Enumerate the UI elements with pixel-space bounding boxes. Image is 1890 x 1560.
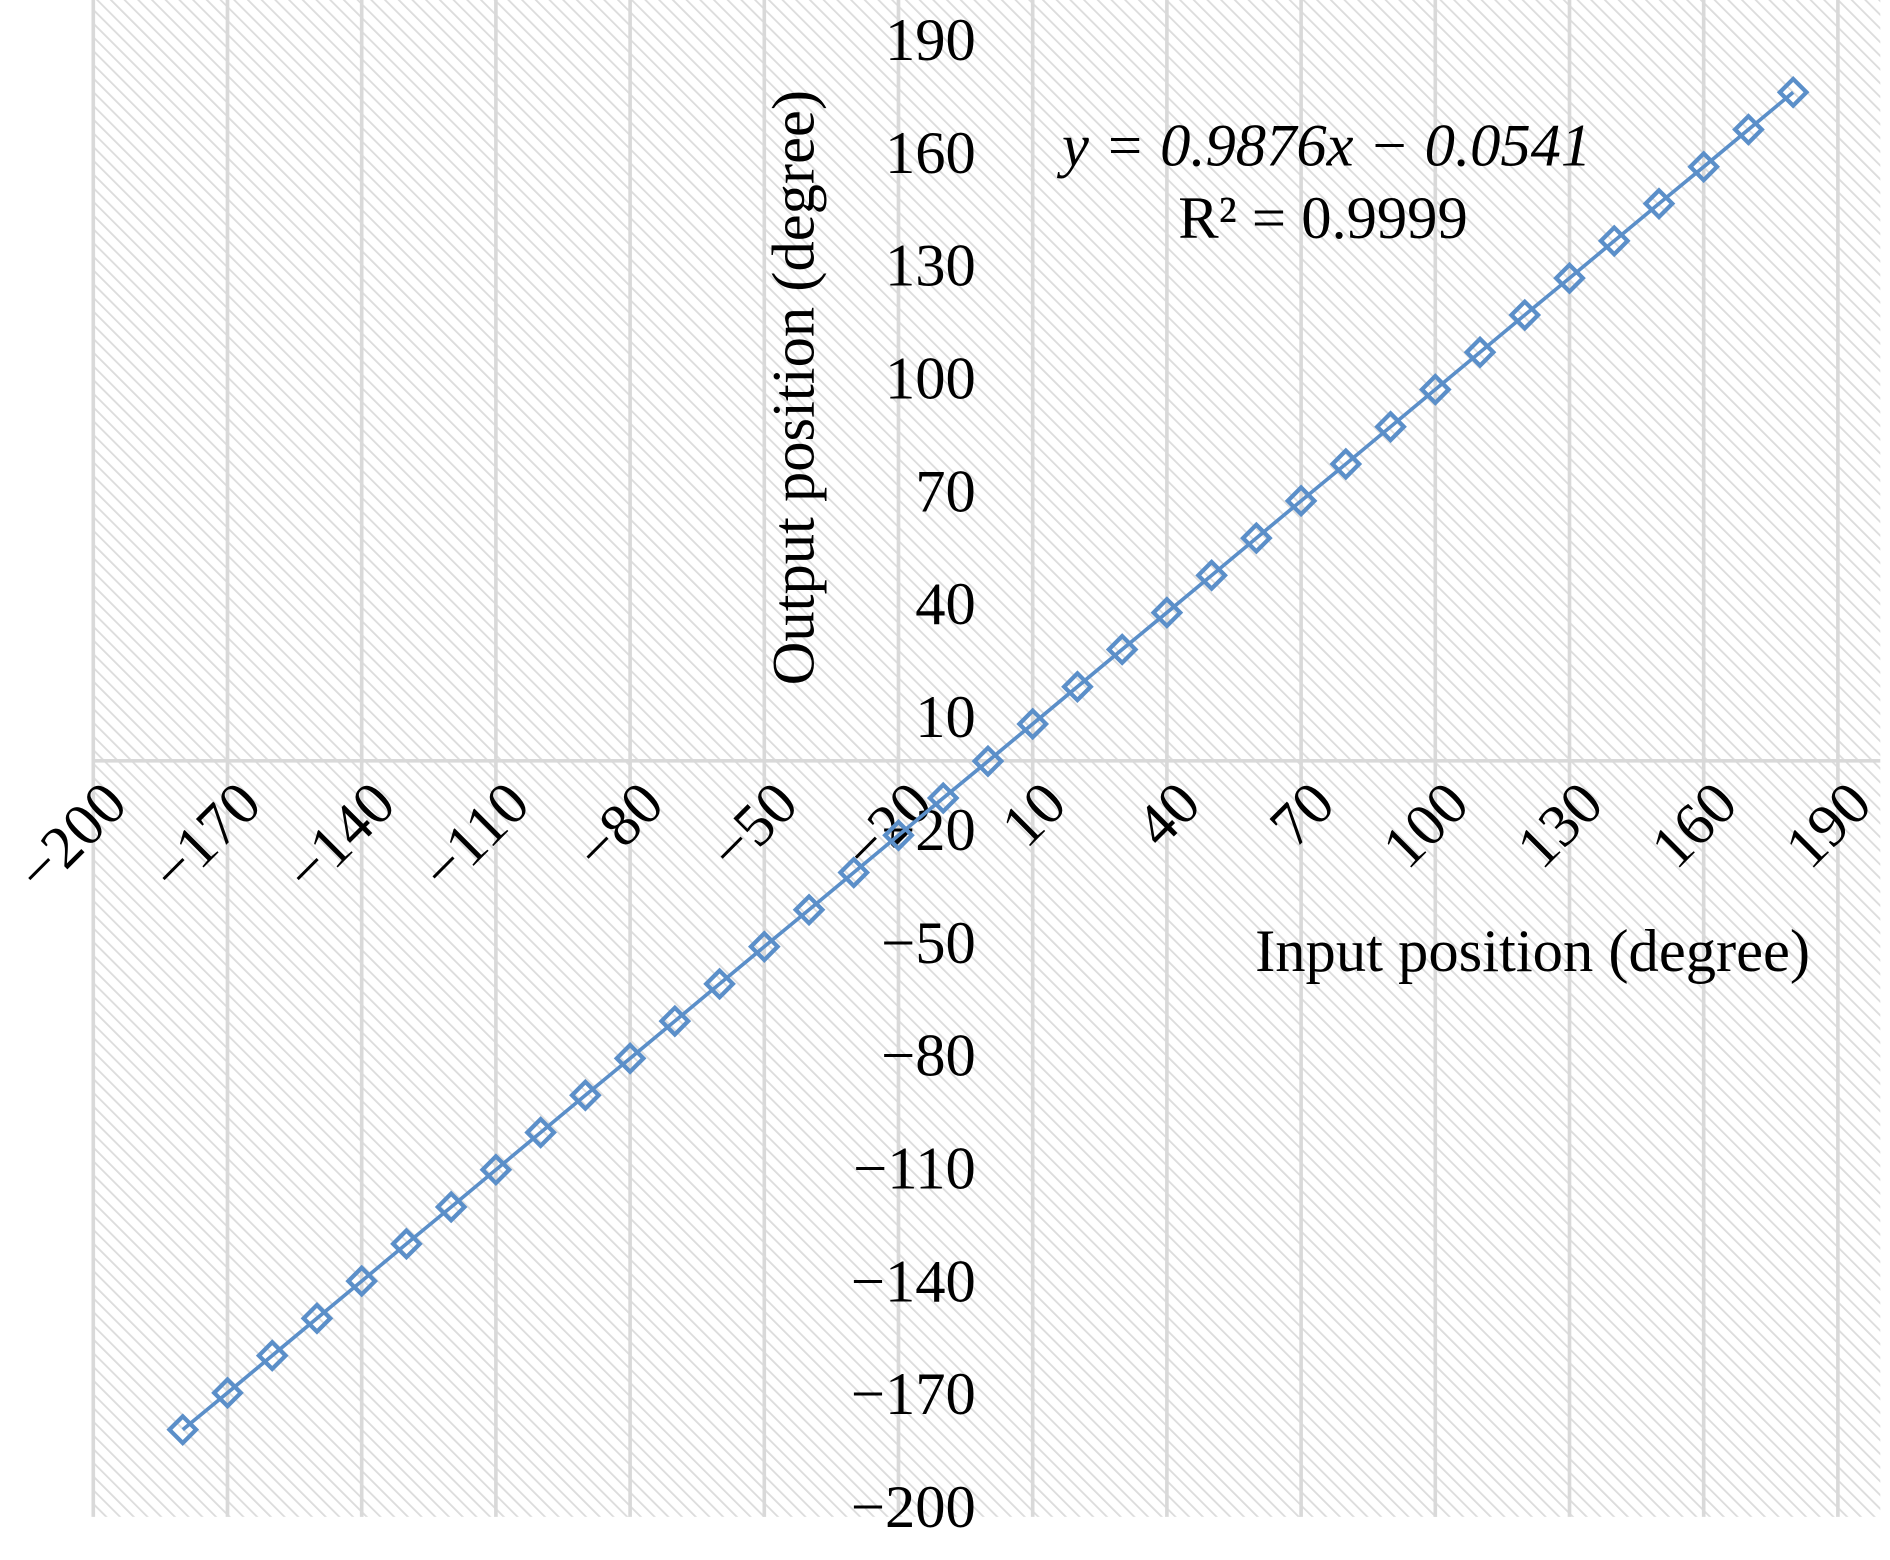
marker <box>837 856 871 889</box>
y-tick-label: −200 <box>851 1474 976 1541</box>
y-tick-label: 190 <box>885 7 976 74</box>
marker <box>1776 75 1810 109</box>
marker <box>1150 596 1184 629</box>
marker <box>1418 373 1452 406</box>
marker <box>1597 224 1631 258</box>
marker <box>1016 707 1050 741</box>
marker <box>1553 261 1586 295</box>
marker <box>1463 335 1497 369</box>
marker <box>1687 150 1721 184</box>
marker <box>792 893 826 927</box>
marker <box>255 1339 289 1372</box>
marker <box>1195 559 1228 592</box>
marker <box>390 1227 423 1261</box>
y-tick-label: −140 <box>851 1248 976 1315</box>
marker <box>882 818 915 852</box>
y-axis-title: Output position (degree) <box>761 90 828 685</box>
marker <box>747 930 781 963</box>
marker <box>703 967 736 1001</box>
y-tick-label: −50 <box>881 910 976 977</box>
y-tick-label: 10 <box>915 684 976 751</box>
y-tick-label: −80 <box>881 1023 976 1090</box>
y-tick-label: 100 <box>885 346 976 413</box>
marker <box>926 781 960 815</box>
marker <box>345 1264 379 1298</box>
marker <box>300 1302 334 1335</box>
y-tick-label: 70 <box>915 458 976 525</box>
marker <box>1508 298 1542 332</box>
marker <box>434 1190 468 1224</box>
marker <box>1642 187 1676 220</box>
y-tick-label: 130 <box>885 233 976 300</box>
marker <box>1105 633 1139 666</box>
marker <box>1374 410 1407 444</box>
series-line <box>181 90 1795 1432</box>
marker <box>524 1116 557 1149</box>
y-tick-label: −20 <box>881 797 976 864</box>
marker <box>658 1004 692 1038</box>
plot-area <box>93 0 1881 1517</box>
y-tick-label: −110 <box>853 1136 976 1203</box>
r-squared: R² = 0.9999 <box>1178 185 1468 252</box>
marker <box>971 744 1005 778</box>
y-tick-label: 40 <box>915 571 976 638</box>
marker <box>1284 484 1318 518</box>
marker <box>1732 113 1765 146</box>
marker <box>613 1042 647 1075</box>
equation: y = 0.9876x − 0.0541 <box>1056 112 1591 179</box>
marker <box>479 1153 513 1187</box>
marker <box>569 1078 602 1112</box>
marker <box>211 1376 244 1410</box>
y-tick-label: 160 <box>885 120 976 187</box>
x-axis-title: Input position (degree) <box>1255 918 1810 985</box>
marker <box>166 1413 200 1447</box>
marker <box>1061 670 1094 704</box>
marker <box>1329 447 1363 481</box>
y-tick-label: −170 <box>851 1361 976 1428</box>
marker <box>1240 521 1273 555</box>
